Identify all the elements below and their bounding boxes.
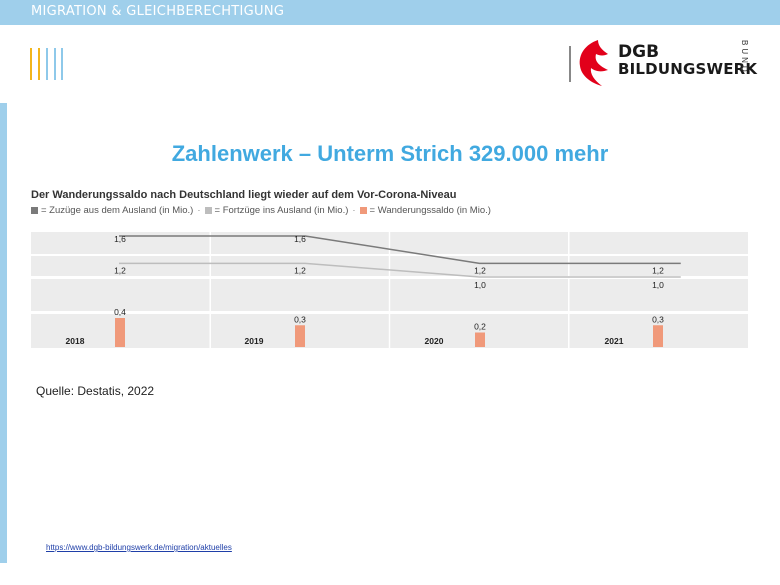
legend-separator: · (197, 205, 201, 216)
logo-bird-icon (569, 40, 608, 86)
source-note: Quelle: Destatis, 2022 (36, 384, 155, 398)
data-label-saldo: 0,3 (652, 314, 664, 324)
slide-title: Zahlenwerk – Unterm Strich 329.000 mehr (171, 141, 609, 166)
header-title: MIGRATION & GLEICHBERECHTIGUNG (31, 4, 285, 19)
legend-swatch-saldo (359, 207, 367, 214)
header-bar: MIGRATION & GLEICHBERECHTIGUNG (0, 0, 780, 25)
logo-text-bund: BUND (740, 40, 749, 75)
legend-label-zuzuege: = Zuzüge aus dem Ausland (in Mio.) (41, 205, 194, 216)
legend-swatch-fortzuege (204, 207, 212, 214)
bar-saldo (115, 318, 125, 347)
data-label-zuzuege: 1,6 (114, 234, 126, 244)
footer-link[interactable]: https://www.dgb-bildungswerk.de/migratio… (46, 543, 232, 552)
series-line-zuzuege (119, 235, 681, 265)
data-label-zuzuege: 1,6 (294, 234, 306, 244)
data-label-saldo: 0,2 (474, 322, 486, 332)
chart-legend: = Zuzüge aus dem Ausland (in Mio.) · = F… (31, 205, 495, 216)
left-accent-bar (0, 103, 7, 563)
data-label-zuzuege: 1,2 (474, 265, 486, 275)
legend-separator: · (352, 205, 356, 216)
legend-label-fortzuege: = Fortzüge ins Ausland (in Mio.) (214, 205, 349, 216)
data-label-fortzuege: 1,2 (114, 265, 126, 275)
data-label-fortzuege: 1,2 (294, 265, 306, 275)
dgb-bildungswerk-logo: DGB BILDUNGSWERK BUND (566, 36, 758, 90)
data-label-saldo: 0,4 (114, 307, 126, 317)
data-label-fortzuege: 1,0 (652, 280, 664, 290)
x-tick-label: 2019 (245, 336, 264, 346)
bar-saldo (475, 332, 485, 347)
legend-label-saldo: = Wanderungssaldo (in Mio.) (369, 205, 491, 216)
x-tick-label: 2020 (425, 336, 444, 346)
x-tick-label: 2018 (66, 336, 85, 346)
data-label-zuzuege: 1,2 (652, 265, 664, 275)
logo-text-dgb: DGB (618, 42, 660, 62)
logo-text-bildungswerk: BILDUNGSWERK (618, 60, 758, 78)
x-tick-label: 2021 (605, 336, 624, 346)
data-label-saldo: 0,3 (294, 314, 306, 324)
bar-saldo (295, 325, 305, 347)
decorative-lines (30, 48, 64, 80)
bar-saldo (653, 325, 663, 347)
series-line-fortzuege (119, 262, 681, 278)
data-label-fortzuege: 1,0 (474, 280, 486, 290)
legend-swatch-zuzuege (31, 207, 38, 214)
chart-title: Der Wanderungssaldo nach Deutschland lie… (31, 189, 457, 201)
